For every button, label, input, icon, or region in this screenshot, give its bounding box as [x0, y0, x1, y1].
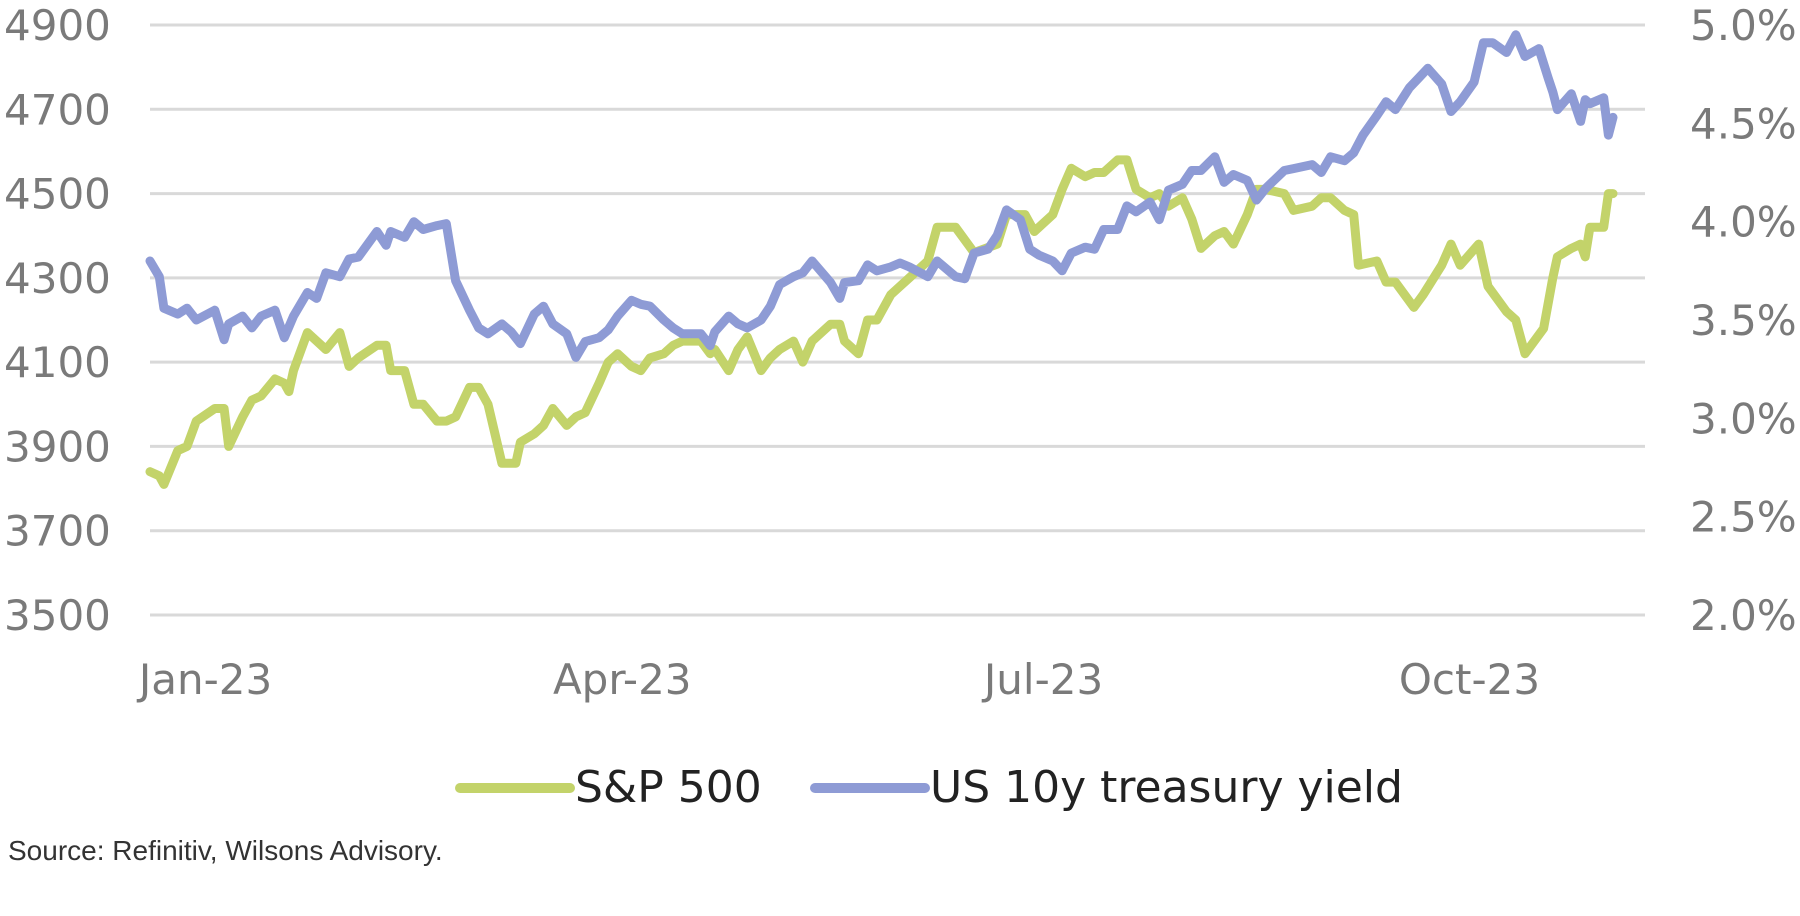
legend-label: US 10y treasury yield	[930, 762, 1403, 813]
left-axis-tick-label: 3900	[4, 422, 111, 471]
right-axis-tick-label: 2.0%	[1690, 591, 1797, 640]
right-axis-tick-label: 5.0%	[1690, 1, 1797, 50]
us10y-series-line	[145, 30, 1618, 362]
right-axis-tick-label: 3.5%	[1690, 296, 1797, 345]
right-axis-tick-label: 3.0%	[1690, 394, 1797, 443]
series-layer	[145, 30, 1618, 489]
left-axis-tick-label: 4700	[4, 85, 111, 134]
right-axis-tick-label: 2.5%	[1690, 493, 1797, 542]
right-axis-tick-label: 4.5%	[1690, 99, 1797, 148]
legend-label: S&P 500	[575, 762, 762, 813]
x-axis-tick-label: Jan-23	[136, 655, 272, 704]
legend: S&P 500 US 10y treasury yield	[455, 762, 1403, 813]
right-axis-tick-label: 4.0%	[1690, 198, 1797, 247]
sp500-series-line	[145, 155, 1618, 489]
gridlines	[150, 23, 1645, 617]
left-axis-ticks: 4900 4700 4500 4300 4100 3900 3700 3500	[4, 1, 111, 640]
x-axis-tick-label: Jul-23	[981, 655, 1103, 704]
left-axis-tick-label: 3700	[4, 507, 111, 556]
x-axis-ticks: Jan-23 Apr-23 Jul-23 Oct-23	[136, 655, 1540, 704]
x-axis-tick-label: Apr-23	[553, 655, 692, 704]
left-axis-tick-label: 4300	[4, 254, 111, 303]
right-axis-ticks: 5.0% 4.5% 4.0% 3.5% 3.0% 2.5% 2.0%	[1690, 1, 1797, 640]
left-axis-tick-label: 4900	[4, 1, 111, 50]
source-note: Source: Refinitiv, Wilsons Advisory.	[8, 835, 443, 866]
x-axis-tick-label: Oct-23	[1399, 655, 1540, 704]
left-axis-tick-label: 4500	[4, 170, 111, 219]
left-axis-tick-label: 4100	[4, 338, 111, 387]
left-axis-tick-label: 3500	[4, 591, 111, 640]
